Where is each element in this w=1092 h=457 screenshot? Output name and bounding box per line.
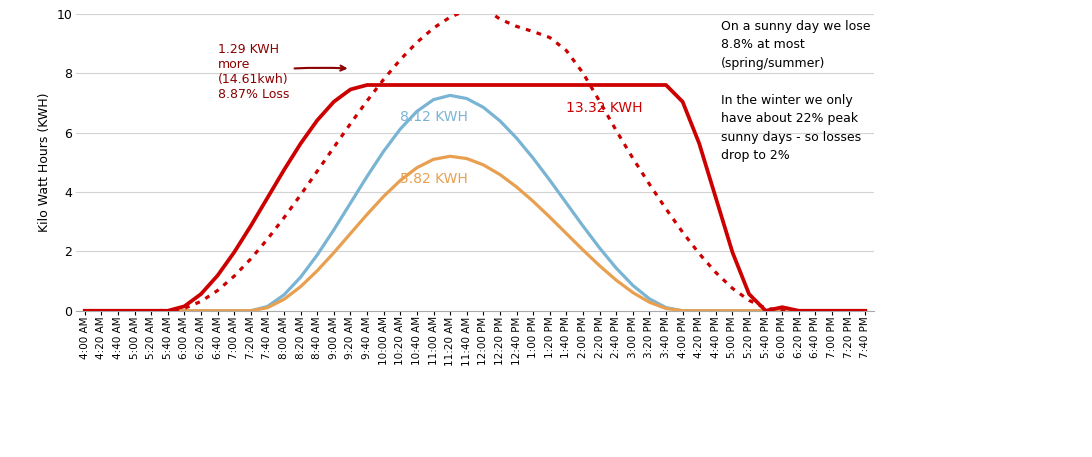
Text: 8.12 KWH: 8.12 KWH [401, 110, 468, 123]
Text: 5.82 KWH: 5.82 KWH [401, 172, 468, 186]
Text: 1.29 KWH
more
(14.61kwh)
8.87% Loss: 1.29 KWH more (14.61kwh) 8.87% Loss [217, 43, 345, 101]
Text: On a sunny day we lose
8.8% at most
(spring/summer)

In the winter we only
have : On a sunny day we lose 8.8% at most (spr… [721, 20, 870, 162]
Y-axis label: Kilo Watt Hours (KWH): Kilo Watt Hours (KWH) [38, 92, 51, 232]
Text: 13.32 KWH: 13.32 KWH [567, 101, 643, 115]
